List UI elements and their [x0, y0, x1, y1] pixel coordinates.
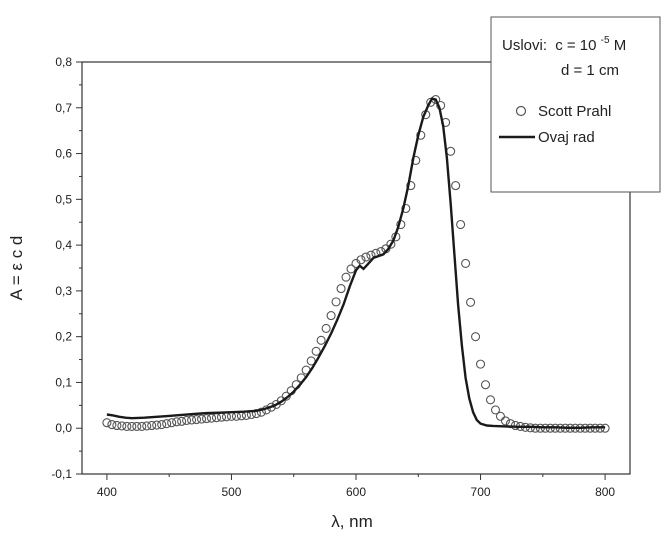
- data-point-scott-prahl: [386, 239, 396, 249]
- conditions-label: Uslovi:: [502, 37, 547, 54]
- data-point-scott-prahl: [416, 130, 426, 140]
- data-point-scott-prahl: [117, 421, 127, 431]
- data-point-scott-prahl: [336, 284, 346, 294]
- data-point-scott-prahl: [321, 323, 331, 333]
- data-point-scott-prahl: [451, 181, 461, 191]
- y-tick-label: 0,3: [55, 284, 72, 298]
- data-point-scott-prahl: [480, 380, 491, 390]
- data-point-scott-prahl: [177, 416, 187, 426]
- x-tick-label: 400: [97, 485, 117, 499]
- data-point-scott-prahl: [311, 346, 321, 356]
- data-point-scott-prahl: [182, 415, 192, 425]
- x-tick-label: 600: [346, 485, 366, 499]
- data-point-scott-prahl: [466, 297, 476, 307]
- data-point-scott-prahl: [132, 421, 142, 431]
- legend-conditions-c: Uslovi: c = 10 -5 M: [502, 30, 626, 54]
- y-tick-label: 0,6: [55, 147, 72, 161]
- data-point-scott-prahl: [456, 219, 466, 230]
- data-point-scott-prahl: [112, 420, 122, 431]
- x-axis-title: λ, nm: [331, 512, 373, 531]
- y-tick-label: 0,1: [55, 375, 72, 389]
- data-point-scott-prahl: [500, 416, 511, 426]
- data-point-scott-prahl: [341, 272, 351, 282]
- data-point-scott-prahl: [142, 421, 152, 431]
- legend-label-scott-prahl: Scott Prahl: [538, 103, 611, 120]
- data-point-scott-prahl: [256, 407, 266, 417]
- data-point-scott-prahl: [172, 417, 182, 427]
- data-point-scott-prahl: [401, 203, 411, 214]
- data-point-scott-prahl: [107, 420, 117, 430]
- data-point-scott-prahl: [361, 252, 371, 262]
- x-axis: 400 500 600 700 800: [97, 474, 615, 499]
- condition-c-exponent: -5: [601, 35, 610, 46]
- y-axis: -0,1 0,0 0,1 0,2 0,3 0,4 0,5 0,6 0,7 0,8: [51, 55, 82, 481]
- legend: Uslovi: c = 10 -5 M d = 1 cm Scott Prahl…: [490, 16, 661, 193]
- data-point-scott-prahl: [446, 146, 456, 156]
- condition-c-prefix: c = 10: [555, 37, 596, 54]
- data-point-scott-prahl: [485, 395, 496, 405]
- x-tick-label: 500: [221, 485, 241, 499]
- series-ovaj-rad-line: [106, 97, 606, 429]
- data-point-scott-prahl: [471, 332, 481, 342]
- data-point-scott-prahl: [356, 255, 366, 265]
- x-tick-label: 700: [471, 485, 491, 499]
- y-tick-label: 0,5: [55, 192, 72, 206]
- data-point-scott-prahl: [206, 413, 217, 423]
- x-tick-label: 800: [595, 485, 615, 499]
- y-axis-title: A = ε c d: [7, 236, 26, 301]
- data-point-scott-prahl: [495, 411, 506, 421]
- data-point-scott-prahl: [137, 421, 147, 431]
- data-point-scott-prahl: [475, 359, 486, 369]
- data-point-scott-prahl: [201, 414, 212, 424]
- legend-box: [490, 16, 661, 193]
- data-point-scott-prahl: [406, 181, 416, 191]
- y-tick-label: 0,2: [55, 330, 72, 344]
- data-point-scott-prahl: [187, 415, 197, 425]
- legend-label-ovaj-rad: Ovaj rad: [538, 129, 595, 146]
- data-point-scott-prahl: [127, 421, 137, 431]
- y-tick-label: 0,8: [55, 55, 72, 69]
- data-point-scott-prahl: [167, 418, 177, 428]
- y-tick-label: 0,4: [55, 238, 72, 252]
- data-point-scott-prahl: [316, 335, 326, 345]
- data-point-scott-prahl: [152, 420, 162, 430]
- y-tick-label: -0,1: [51, 467, 72, 481]
- y-tick-label: 0,0: [55, 421, 72, 435]
- data-point-scott-prahl: [326, 311, 336, 321]
- legend-condition-d: d = 1 cm: [561, 62, 619, 79]
- data-point-scott-prahl: [197, 414, 207, 424]
- y-tick-label: 0,7: [55, 101, 72, 115]
- data-point-scott-prahl: [251, 409, 261, 419]
- data-point-scott-prahl: [147, 420, 157, 431]
- condition-c-suffix: M: [614, 37, 627, 54]
- data-point-scott-prahl: [157, 420, 167, 430]
- data-point-scott-prahl: [346, 264, 356, 274]
- data-point-scott-prahl: [102, 418, 112, 428]
- legend-marker-circle-icon: [515, 105, 527, 117]
- data-point-scott-prahl: [426, 97, 436, 107]
- data-point-scott-prahl: [192, 414, 202, 425]
- data-point-scott-prahl: [331, 297, 341, 307]
- data-point-scott-prahl: [162, 419, 172, 429]
- data-point-scott-prahl: [122, 421, 132, 431]
- data-point-scott-prahl: [490, 405, 501, 415]
- data-point-scott-prahl: [276, 396, 286, 406]
- data-point-scott-prahl: [461, 258, 471, 268]
